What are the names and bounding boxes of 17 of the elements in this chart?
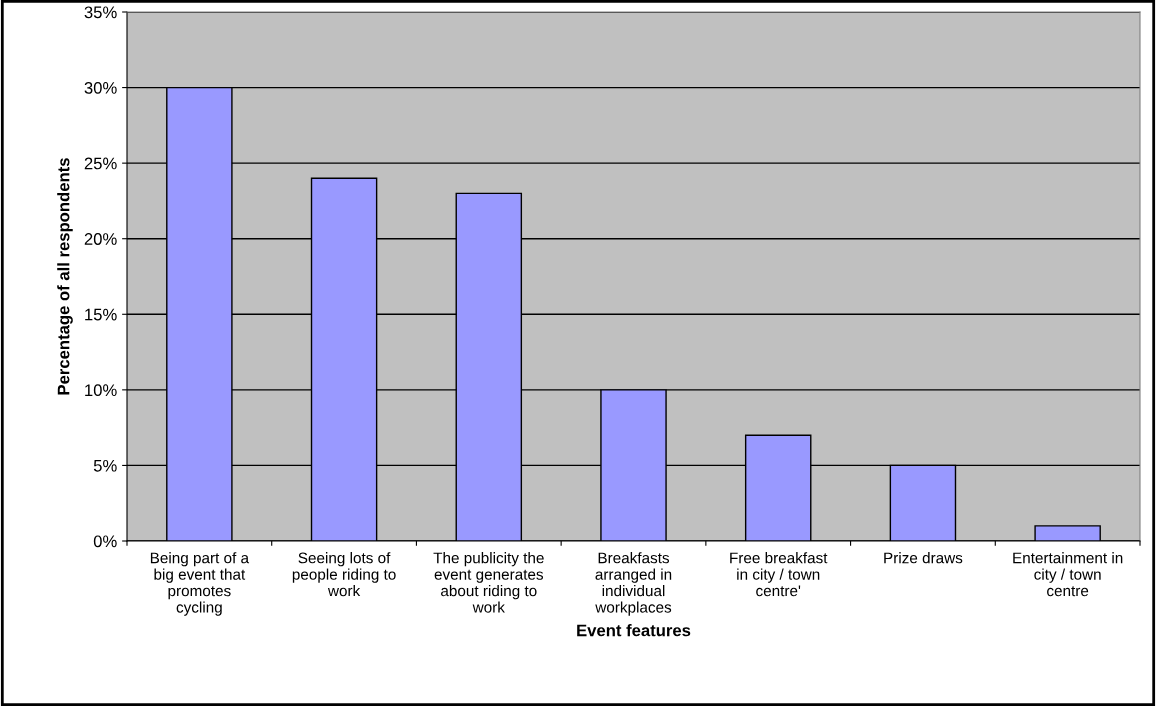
x-tick-label: Seeing lots of people riding to work bbox=[292, 552, 396, 597]
x-tick-label: Prize draws bbox=[884, 552, 963, 564]
y-tick-label: 25% bbox=[84, 157, 117, 170]
y-tick-label: 15% bbox=[85, 308, 117, 321]
y-tick-label: 20% bbox=[84, 233, 117, 245]
y-tick-label: 30% bbox=[84, 81, 117, 94]
y-tick-label: 10% bbox=[85, 384, 117, 397]
x-tick-label: Breakfasts arranged in individual workplaces bbox=[595, 552, 672, 616]
y-tick-label: 0% bbox=[93, 535, 117, 548]
x-axis-title: Event features bbox=[577, 624, 691, 637]
x-tick-label: Entertainment in city / town centre bbox=[1013, 552, 1123, 597]
y-tick-label: 35% bbox=[84, 6, 117, 19]
y-tick-label: 5% bbox=[93, 459, 117, 472]
x-tick-label: The publicity the event generates about riding to work bbox=[433, 552, 544, 613]
x-tick-label: Free breakfast in city / town centre' bbox=[730, 552, 828, 597]
x-tick-label: Being part of a big event that promotes cycling bbox=[150, 552, 250, 616]
y-axis-title: Percentage of all respondents bbox=[57, 158, 73, 395]
